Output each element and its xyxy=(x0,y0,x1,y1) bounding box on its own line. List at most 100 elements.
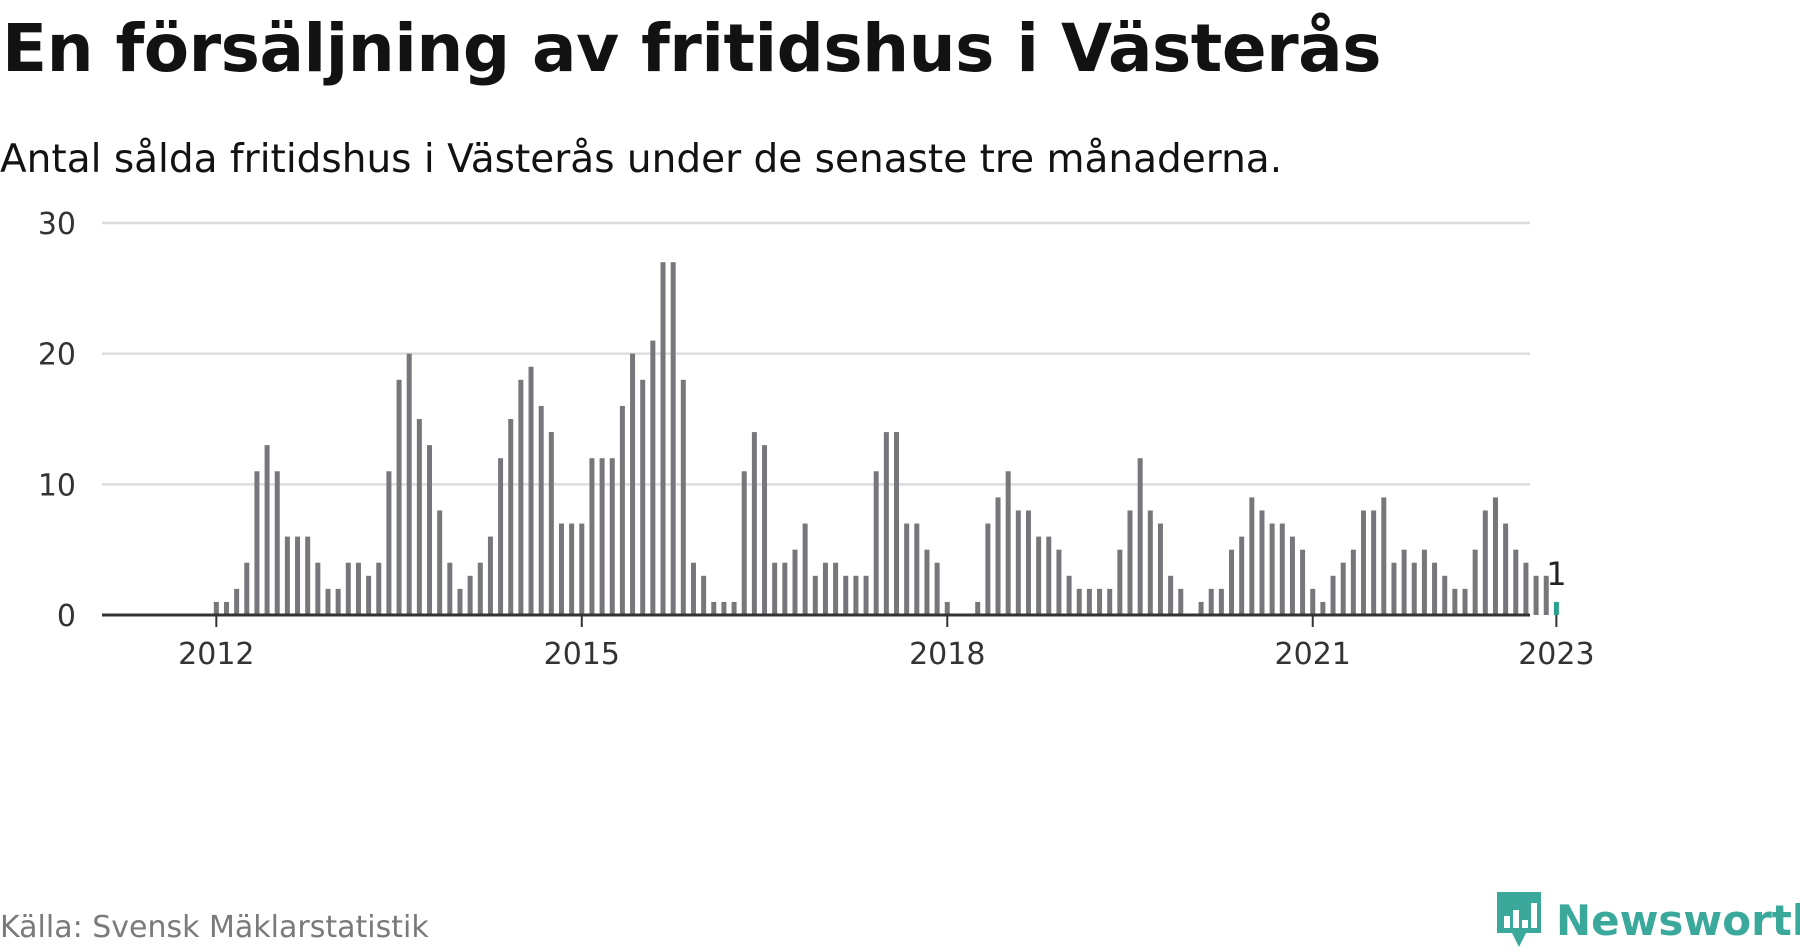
x-tick-label: 2023 xyxy=(1518,637,1594,672)
bar xyxy=(558,523,564,615)
bar xyxy=(1015,510,1021,615)
bar xyxy=(1381,497,1387,615)
bar xyxy=(274,471,280,615)
bar xyxy=(528,366,534,615)
x-tick-label: 2015 xyxy=(544,637,620,672)
bar xyxy=(1320,601,1326,615)
bar xyxy=(1310,588,1316,615)
bar xyxy=(1523,562,1529,615)
bar xyxy=(1198,601,1204,615)
bar xyxy=(609,458,615,615)
bar xyxy=(1411,562,1417,615)
bar xyxy=(376,562,382,615)
x-tick-label: 2021 xyxy=(1275,637,1351,672)
bar xyxy=(325,588,331,615)
bar xyxy=(1330,575,1336,615)
bar xyxy=(234,588,240,615)
bar xyxy=(630,353,636,615)
bar xyxy=(295,536,301,615)
y-tick-label: 20 xyxy=(38,338,76,373)
bar xyxy=(1462,588,1468,615)
bar xyxy=(467,575,473,615)
bar xyxy=(650,340,656,615)
bar xyxy=(335,588,341,615)
x-tick-label: 2018 xyxy=(909,637,985,672)
bar xyxy=(1472,549,1478,615)
bar xyxy=(213,601,219,615)
bar xyxy=(1157,523,1163,615)
bar xyxy=(1371,510,1377,615)
bar xyxy=(1503,523,1509,615)
bar xyxy=(1117,549,1123,615)
bar xyxy=(822,562,828,615)
bar xyxy=(508,419,514,615)
bar xyxy=(447,562,453,615)
bar xyxy=(223,601,229,615)
bar xyxy=(366,575,372,615)
bar xyxy=(284,536,290,615)
bar xyxy=(1178,588,1184,615)
bar xyxy=(1482,510,1488,615)
bar xyxy=(1249,497,1255,615)
newsworthy-logo-icon xyxy=(1497,892,1541,947)
bar xyxy=(833,562,839,615)
bar xyxy=(914,523,920,615)
source-note: Källa: Svensk Mäklarstatistik xyxy=(0,910,429,945)
bar xyxy=(1168,575,1174,615)
bar xyxy=(1005,471,1011,615)
bar xyxy=(1076,588,1082,615)
bar xyxy=(812,575,818,615)
bar xyxy=(894,432,900,615)
bar xyxy=(1289,536,1295,615)
brand-name: Newsworthy xyxy=(1556,895,1800,945)
bar xyxy=(1391,562,1397,615)
y-tick-label: 30 xyxy=(38,207,76,242)
bar xyxy=(843,575,849,615)
bar xyxy=(345,562,351,615)
bar xyxy=(589,458,595,615)
bar xyxy=(802,523,808,615)
bar xyxy=(599,458,605,615)
bar xyxy=(579,523,585,615)
bar xyxy=(721,601,727,615)
bar xyxy=(883,432,889,615)
bar xyxy=(457,588,463,615)
bar xyxy=(863,575,869,615)
bar xyxy=(1107,588,1113,615)
bar xyxy=(1300,549,1306,615)
bar xyxy=(873,471,879,615)
bar xyxy=(1147,510,1153,615)
bar xyxy=(1097,588,1103,615)
brand-logo[interactable]: Newsworthy xyxy=(1494,888,1800,952)
bar xyxy=(1046,536,1052,615)
y-tick-label: 0 xyxy=(57,599,76,634)
bar xyxy=(680,379,686,615)
bar xyxy=(762,445,768,615)
bar xyxy=(386,471,392,615)
bar xyxy=(1218,588,1224,615)
bar xyxy=(1442,575,1448,615)
bar xyxy=(1137,458,1143,615)
bar xyxy=(670,262,676,615)
bar xyxy=(1361,510,1366,615)
x-tick-label: 2012 xyxy=(178,637,254,672)
bar xyxy=(315,562,321,615)
bar xyxy=(498,458,504,615)
bar xyxy=(427,445,433,615)
bar xyxy=(1350,549,1356,615)
bar xyxy=(487,536,493,615)
bar xyxy=(741,471,747,615)
bar xyxy=(975,601,981,615)
y-tick-label: 10 xyxy=(38,468,76,503)
bar xyxy=(995,497,1001,615)
bar xyxy=(1513,549,1519,615)
bar xyxy=(1492,497,1498,615)
bar xyxy=(690,562,696,615)
bar xyxy=(569,523,575,615)
bar xyxy=(619,405,625,615)
data-label: 1 xyxy=(1546,555,1566,593)
bar xyxy=(904,523,910,615)
highlight-bar xyxy=(1553,601,1559,615)
bar xyxy=(538,405,544,615)
bar xyxy=(477,562,483,615)
